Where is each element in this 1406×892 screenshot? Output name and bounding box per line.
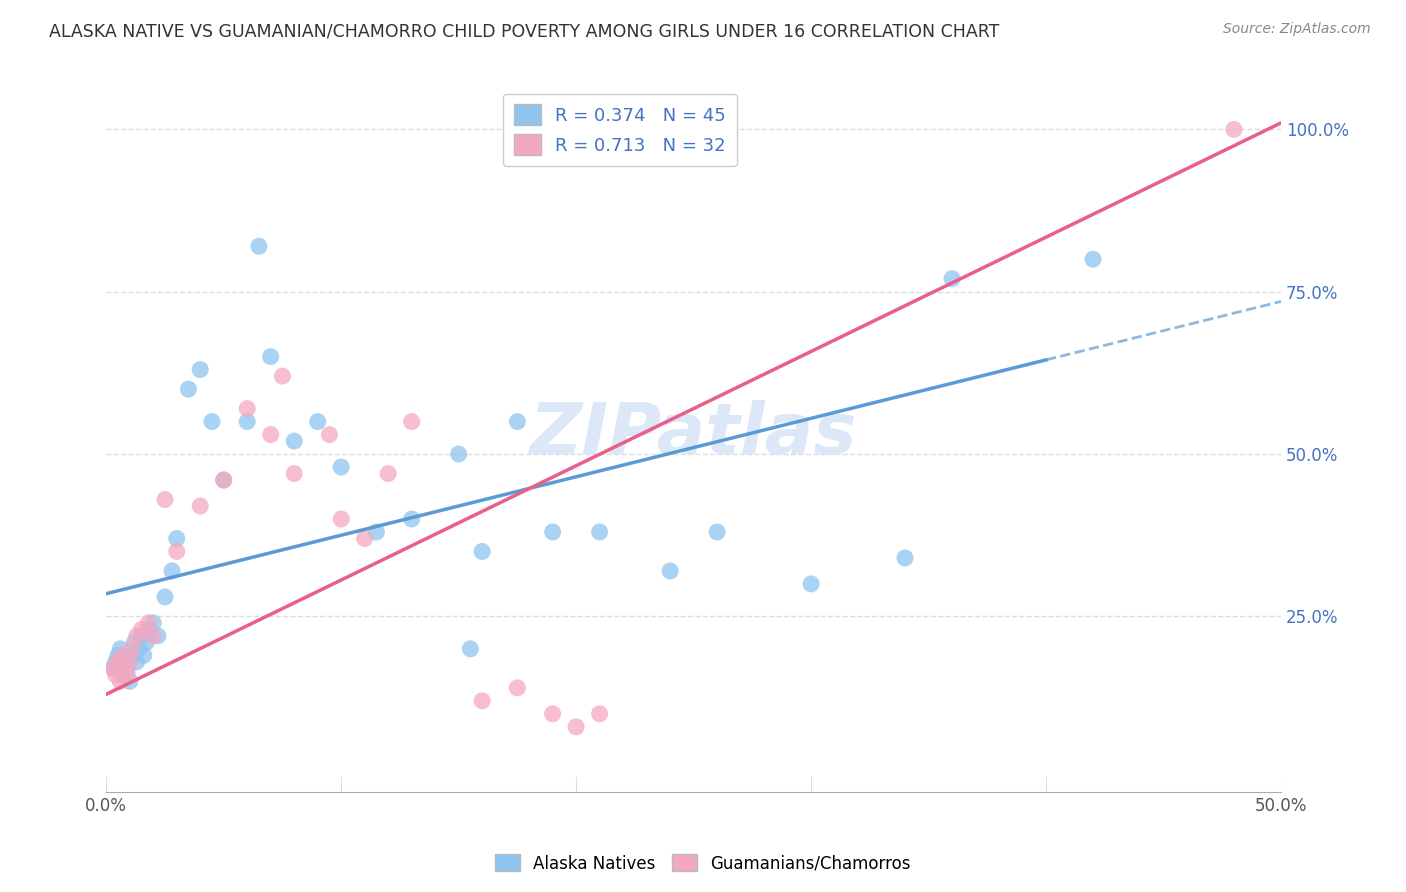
Point — [260, 427, 283, 442]
Point — [401, 512, 423, 526]
Point — [541, 706, 564, 721]
Point — [153, 590, 176, 604]
Point — [271, 369, 294, 384]
Point — [110, 641, 132, 656]
Text: ALASKA NATIVE VS GUAMANIAN/CHAMORRO CHILD POVERTY AMONG GIRLS UNDER 16 CORRELATI: ALASKA NATIVE VS GUAMANIAN/CHAMORRO CHIL… — [49, 22, 1000, 40]
Point — [142, 629, 165, 643]
Point — [401, 415, 423, 429]
Point — [659, 564, 682, 578]
Point — [135, 635, 157, 649]
Point — [260, 350, 283, 364]
Point — [588, 706, 610, 721]
Point — [138, 615, 160, 630]
Point — [447, 447, 470, 461]
Point — [1223, 122, 1246, 136]
Point — [706, 524, 728, 539]
Point — [166, 544, 188, 558]
Point — [121, 648, 143, 663]
Point — [283, 434, 305, 448]
Point — [283, 467, 305, 481]
Point — [471, 544, 494, 558]
Point — [160, 564, 183, 578]
Text: Source: ZipAtlas.com: Source: ZipAtlas.com — [1223, 22, 1371, 37]
Point — [588, 524, 610, 539]
Point — [121, 641, 143, 656]
Point — [212, 473, 235, 487]
Point — [103, 661, 125, 675]
Point — [188, 362, 211, 376]
Point — [565, 720, 588, 734]
Point — [236, 401, 259, 416]
Point — [117, 661, 139, 675]
Point — [506, 415, 529, 429]
Point — [118, 655, 141, 669]
Point — [471, 694, 494, 708]
Point — [330, 460, 353, 475]
Point — [142, 615, 165, 630]
Point — [460, 641, 482, 656]
Point — [212, 473, 235, 487]
Point — [800, 577, 823, 591]
Point — [131, 629, 153, 643]
Point — [124, 635, 146, 649]
Point — [366, 524, 388, 539]
Point — [146, 629, 169, 643]
Point — [201, 415, 224, 429]
Point — [110, 674, 132, 689]
Point — [118, 674, 141, 689]
Point — [104, 655, 127, 669]
Point — [114, 661, 136, 675]
Point — [114, 655, 136, 669]
Point — [117, 668, 139, 682]
Point — [131, 623, 153, 637]
Point — [111, 648, 134, 663]
Point — [330, 512, 353, 526]
Point — [132, 648, 155, 663]
Point — [307, 415, 329, 429]
Point — [107, 655, 129, 669]
Point — [506, 681, 529, 695]
Point — [236, 415, 259, 429]
Point — [894, 550, 917, 565]
Point — [107, 648, 129, 663]
Point — [125, 655, 148, 669]
Legend: Alaska Natives, Guamanians/Chamorros: Alaska Natives, Guamanians/Chamorros — [488, 847, 918, 880]
Point — [177, 382, 200, 396]
Point — [125, 629, 148, 643]
Point — [247, 239, 270, 253]
Point — [138, 623, 160, 637]
Point — [111, 668, 134, 682]
Point — [188, 499, 211, 513]
Point — [941, 271, 963, 285]
Point — [377, 467, 399, 481]
Point — [153, 492, 176, 507]
Point — [166, 532, 188, 546]
Legend: R = 0.374   N = 45, R = 0.713   N = 32: R = 0.374 N = 45, R = 0.713 N = 32 — [503, 94, 737, 166]
Point — [318, 427, 340, 442]
Point — [1081, 252, 1104, 267]
Text: ZIPatlas: ZIPatlas — [530, 401, 858, 469]
Point — [104, 668, 127, 682]
Point — [103, 661, 125, 675]
Point — [353, 532, 375, 546]
Point — [128, 641, 150, 656]
Point — [541, 524, 564, 539]
